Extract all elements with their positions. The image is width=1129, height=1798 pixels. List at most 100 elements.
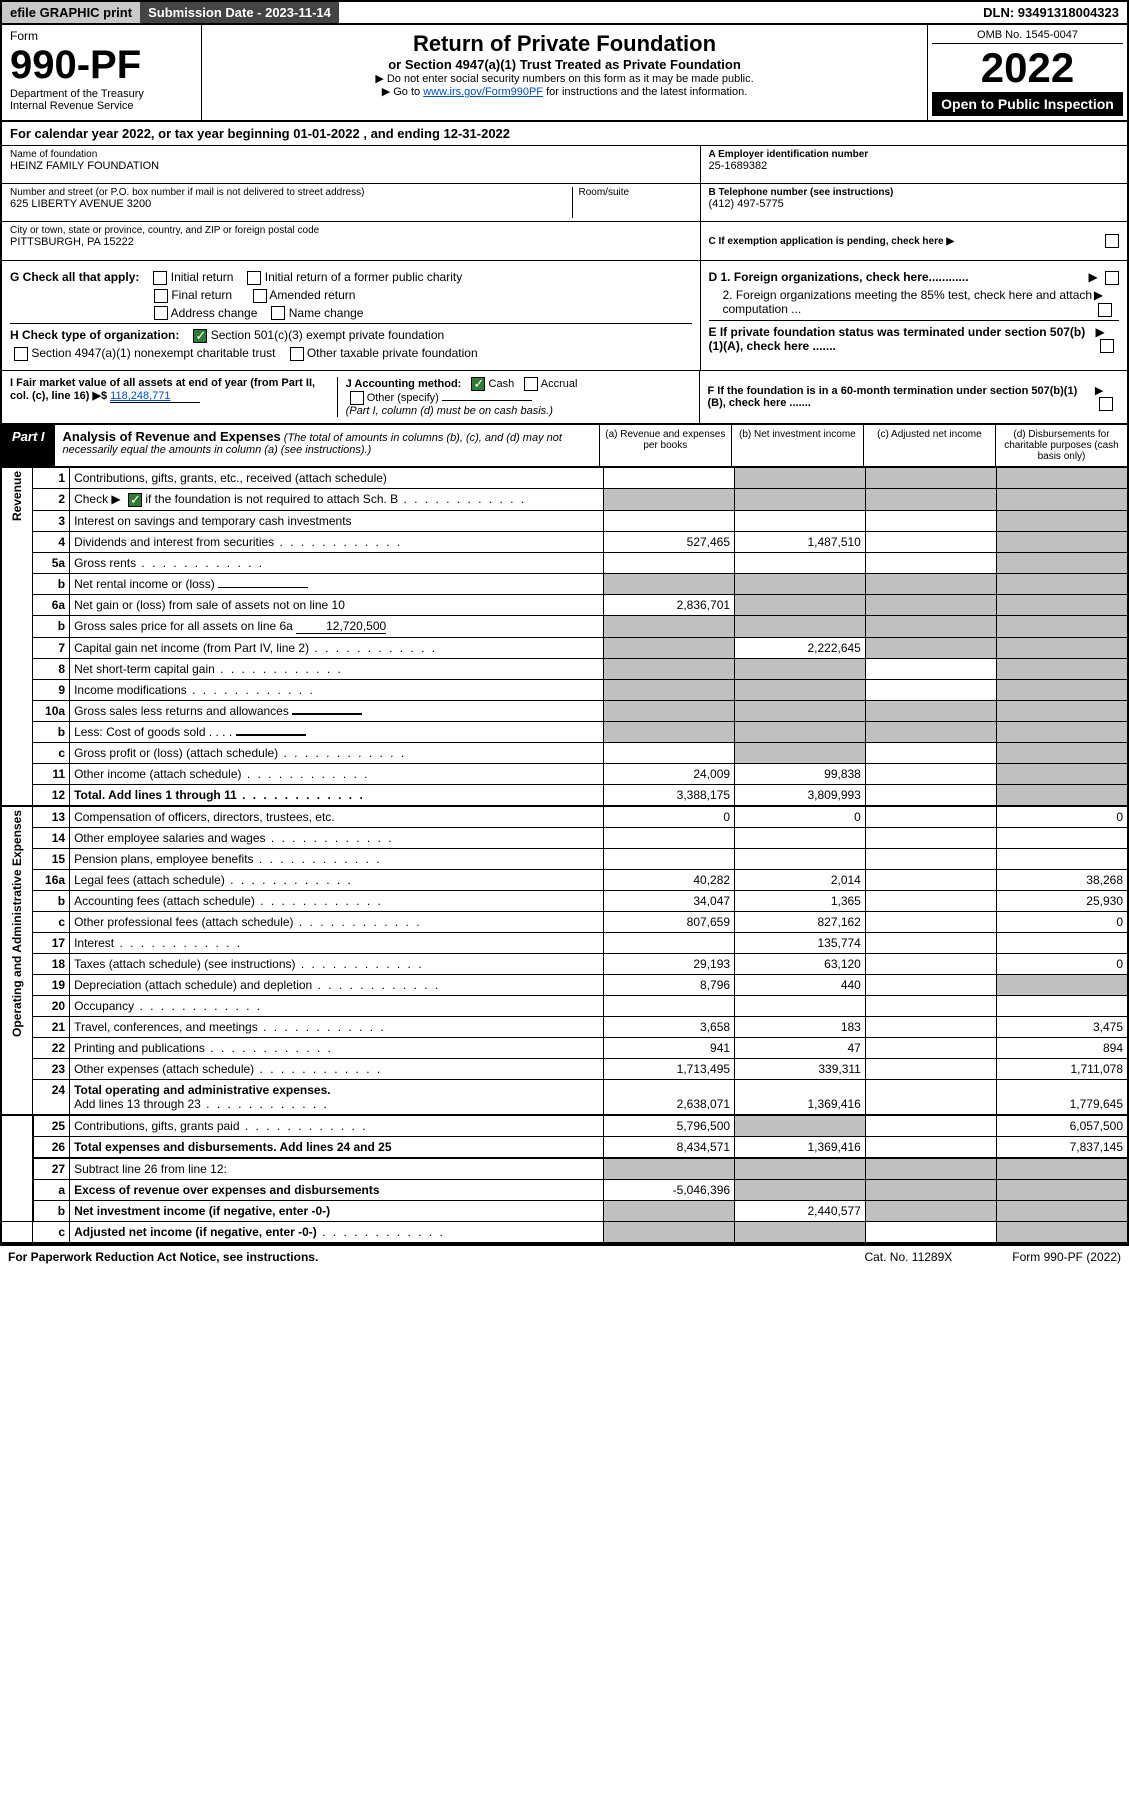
ln-18-desc: Taxes (attach schedule) (see instruction…	[70, 953, 604, 974]
ln-11-desc: Other income (attach schedule)	[70, 763, 604, 784]
line-19: 19Depreciation (attach schedule) and dep…	[2, 974, 1127, 995]
ln-22-d: 894	[996, 1037, 1127, 1058]
fmv-link[interactable]: 118,248,771	[110, 390, 200, 403]
s501c3-checkbox[interactable]	[193, 329, 207, 343]
footer: For Paperwork Reduction Act Notice, see …	[0, 1244, 1129, 1268]
ln-12-b: 3,809,993	[735, 784, 866, 806]
line-2: 2 Check ▶ if the foundation is not requi…	[2, 489, 1127, 511]
col-a-header: (a) Revenue and expenses per books	[599, 425, 731, 466]
addr-change-checkbox[interactable]	[154, 306, 168, 320]
city-label: City or town, state or province, country…	[10, 225, 692, 236]
line-10c: cGross profit or (loss) (attach schedule…	[2, 742, 1127, 763]
line-9: 9Income modifications	[2, 679, 1127, 700]
ln-11-a: 24,009	[604, 763, 735, 784]
i-block: I Fair market value of all assets at end…	[10, 377, 337, 417]
line-5b: bNet rental income or (loss)	[2, 573, 1127, 594]
ln-26-b: 1,369,416	[735, 1136, 866, 1158]
cash-checkbox[interactable]	[471, 377, 485, 391]
foundation-name: HEINZ FAMILY FOUNDATION	[10, 160, 692, 172]
line-25: 25Contributions, gifts, grants paid5,796…	[2, 1115, 1127, 1137]
entity-left: Name of foundation HEINZ FAMILY FOUNDATI…	[2, 146, 700, 260]
line-15: 15Pension plans, employee benefits	[2, 848, 1127, 869]
f-checkbox[interactable]	[1099, 397, 1113, 411]
tax-year: 2022	[932, 44, 1123, 92]
instr2-post: for instructions and the latest informat…	[543, 86, 747, 98]
address-row: Number and street (or P.O. box number if…	[2, 184, 700, 222]
part1-title: Analysis of Revenue and Expenses	[63, 429, 281, 444]
line-3: 3Interest on savings and temporary cash …	[2, 510, 1127, 531]
line-4: 4Dividends and interest from securities5…	[2, 531, 1127, 552]
calendar-year-row: For calendar year 2022, or tax year begi…	[2, 122, 1127, 146]
sch-b-checkbox[interactable]	[128, 493, 142, 507]
ln-5b-desc: Net rental income or (loss)	[70, 573, 604, 594]
ij-left: I Fair market value of all assets at end…	[2, 371, 700, 423]
form-container: efile GRAPHIC print Submission Date - 20…	[0, 0, 1129, 1244]
j-block: J Accounting method: Cash Accrual Other …	[337, 377, 691, 417]
entity-block: Name of foundation HEINZ FAMILY FOUNDATI…	[2, 146, 1127, 261]
line-24: 24Total operating and administrative exp…	[2, 1079, 1127, 1115]
other-method-checkbox[interactable]	[350, 391, 364, 405]
omb-number: OMB No. 1545-0047	[932, 29, 1123, 44]
h-row: H Check type of organization: Section 50…	[10, 323, 692, 343]
ln-16a-desc: Legal fees (attach schedule)	[70, 869, 604, 890]
ein-row: A Employer identification number 25-1689…	[701, 146, 1128, 184]
initial-former-checkbox[interactable]	[247, 271, 261, 285]
e-row: E If private foundation status was termi…	[709, 320, 1120, 354]
cat-number: Cat. No. 11289X	[864, 1250, 952, 1264]
instructions-link[interactable]: www.irs.gov/Form990PF	[423, 86, 543, 98]
ln-27c-desc: Adjusted net income (if negative, enter …	[70, 1221, 604, 1242]
ln-26-d: 7,837,145	[996, 1136, 1127, 1158]
d2-checkbox[interactable]	[1098, 303, 1112, 317]
phone-row: B Telephone number (see instructions) (4…	[701, 184, 1128, 222]
d1-checkbox[interactable]	[1105, 271, 1119, 285]
addr-change-label: Address change	[171, 306, 258, 320]
ln-11-b: 99,838	[735, 763, 866, 784]
cash-label: Cash	[489, 378, 515, 390]
form-subtitle: or Section 4947(a)(1) Trust Treated as P…	[208, 57, 921, 72]
g-row: G Check all that apply: Initial return I…	[10, 270, 692, 285]
ln-23-desc: Other expenses (attach schedule)	[70, 1058, 604, 1079]
phone-label: B Telephone number (see instructions)	[709, 187, 1120, 198]
line-7: 7Capital gain net income (from Part IV, …	[2, 637, 1127, 658]
exemption-checkbox[interactable]	[1105, 234, 1119, 248]
ln-17-b: 135,774	[735, 932, 866, 953]
accrual-checkbox[interactable]	[524, 377, 538, 391]
part1-table: Revenue 1 Contributions, gifts, grants, …	[2, 467, 1127, 1242]
ln-4-b: 1,487,510	[735, 531, 866, 552]
initial-return-checkbox[interactable]	[153, 271, 167, 285]
cal-begin: 01-01-2022	[293, 126, 360, 141]
col-d-header: (d) Disbursements for charitable purpose…	[995, 425, 1127, 466]
line-26: 26Total expenses and disbursements. Add …	[2, 1136, 1127, 1158]
line-16b: bAccounting fees (attach schedule)34,047…	[2, 890, 1127, 911]
submission-date: Submission Date - 2023-11-14	[140, 2, 339, 23]
s501c3-label: Section 501(c)(3) exempt private foundat…	[211, 328, 444, 342]
line-27a: aExcess of revenue over expenses and dis…	[2, 1179, 1127, 1200]
line-1: Revenue 1 Contributions, gifts, grants, …	[2, 468, 1127, 489]
amended-checkbox[interactable]	[253, 289, 267, 303]
form-title: Return of Private Foundation	[208, 31, 921, 57]
e-checkbox[interactable]	[1100, 339, 1114, 353]
form-ref: Form 990-PF (2022)	[1012, 1250, 1121, 1264]
form-label: Form	[10, 29, 193, 43]
f-label: F If the foundation is in a 60-month ter…	[708, 385, 1095, 409]
ln-27b-desc: Net investment income (if negative, ente…	[70, 1200, 604, 1221]
line-22: 22Printing and publications94147894	[2, 1037, 1127, 1058]
part1-header: Part I Analysis of Revenue and Expenses …	[2, 425, 1127, 467]
ln-12-a: 3,388,175	[604, 784, 735, 806]
form-header: Form 990-PF Department of the Treasury I…	[2, 25, 1127, 122]
ln-2-desc: Check ▶ if the foundation is not require…	[70, 489, 604, 511]
name-change-checkbox[interactable]	[271, 306, 285, 320]
line-18: 18Taxes (attach schedule) (see instructi…	[2, 953, 1127, 974]
s4947-checkbox[interactable]	[14, 347, 28, 361]
header-right: OMB No. 1545-0047 2022 Open to Public In…	[927, 25, 1127, 120]
ln-18-b: 63,120	[735, 953, 866, 974]
ln-13-b: 0	[735, 806, 866, 828]
paperwork-notice: For Paperwork Reduction Act Notice, see …	[8, 1250, 318, 1264]
ln-4-desc: Dividends and interest from securities	[70, 531, 604, 552]
other-taxable-checkbox[interactable]	[290, 347, 304, 361]
ln-10a-desc: Gross sales less returns and allowances	[70, 700, 604, 721]
irs-label: Internal Revenue Service	[10, 100, 193, 112]
final-return-checkbox[interactable]	[154, 289, 168, 303]
ln-24-d: 1,779,645	[996, 1079, 1127, 1115]
city-row: City or town, state or province, country…	[2, 222, 700, 260]
